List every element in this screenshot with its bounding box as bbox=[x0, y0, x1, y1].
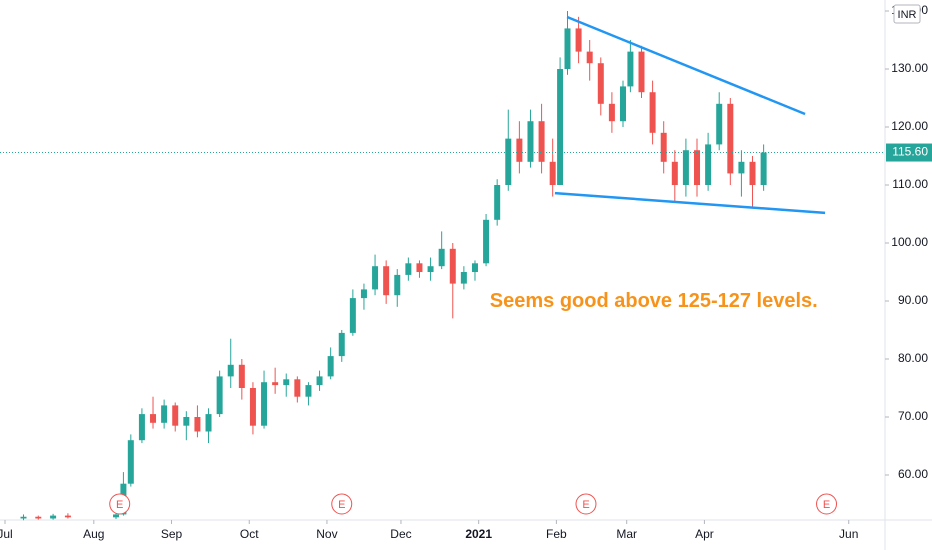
event-label: E bbox=[116, 499, 123, 511]
candle-body bbox=[705, 144, 712, 186]
candle-body bbox=[205, 414, 212, 432]
x-tick-label: Aug bbox=[83, 527, 104, 541]
candle-body bbox=[760, 152, 767, 186]
candle-body bbox=[619, 86, 626, 122]
x-tick-label: Dec bbox=[390, 527, 411, 541]
y-tick-label: 110.00 bbox=[892, 177, 928, 191]
x-tick-label: Nov bbox=[316, 527, 337, 541]
candle-body bbox=[194, 416, 201, 432]
y-tick-label: 100.00 bbox=[891, 235, 928, 249]
candle-body bbox=[575, 28, 582, 52]
candle-body bbox=[449, 248, 456, 284]
candle-body bbox=[183, 416, 190, 426]
candle-body bbox=[549, 161, 556, 186]
candle-body bbox=[538, 121, 545, 162]
candle-body bbox=[316, 376, 323, 386]
x-tick-label: 2021 bbox=[465, 527, 492, 541]
candle-body bbox=[394, 274, 401, 296]
event-label: E bbox=[823, 499, 830, 511]
candle-body bbox=[249, 387, 256, 426]
annotation: Seems good above 125-127 levels. bbox=[490, 290, 818, 312]
x-tick-label: Oct bbox=[240, 527, 259, 541]
candle-body bbox=[305, 385, 312, 397]
trendline bbox=[566, 15, 806, 116]
y-tick-label: 60.00 bbox=[898, 467, 928, 481]
candle-body bbox=[660, 132, 667, 162]
last-price-label: 115.60 bbox=[892, 145, 928, 159]
y-tick-label: 130.00 bbox=[891, 61, 928, 75]
candle-body bbox=[597, 63, 604, 104]
currency-label: INR bbox=[898, 9, 917, 21]
candle-body bbox=[494, 185, 501, 220]
candle-body bbox=[682, 150, 689, 186]
event-marker bbox=[331, 493, 353, 515]
x-tick-label: Feb bbox=[546, 527, 567, 541]
candle-body bbox=[127, 440, 134, 484]
candle-body bbox=[338, 332, 345, 357]
event-marker bbox=[575, 493, 597, 515]
candle-body bbox=[564, 28, 571, 70]
event-marker bbox=[109, 493, 131, 515]
candle-body bbox=[20, 516, 27, 519]
currency-box bbox=[893, 4, 921, 24]
candle-body bbox=[383, 266, 390, 296]
candle-body bbox=[527, 121, 534, 162]
candle-body bbox=[716, 103, 723, 145]
candle-body bbox=[294, 379, 301, 397]
candle-body bbox=[738, 161, 745, 174]
candle-body bbox=[416, 263, 423, 273]
candle-body bbox=[516, 138, 523, 162]
y-tick-label: 80.00 bbox=[898, 351, 928, 365]
candle-body bbox=[360, 289, 367, 299]
candle-body bbox=[627, 51, 634, 87]
candle-body bbox=[438, 248, 445, 267]
candle-body bbox=[405, 263, 412, 275]
x-tick-label: Sep bbox=[161, 527, 183, 541]
candle-body bbox=[638, 51, 645, 93]
candle-body bbox=[283, 379, 290, 386]
candle-body bbox=[64, 515, 71, 518]
candle-body bbox=[113, 514, 120, 518]
candle-body bbox=[216, 376, 223, 415]
candle-body bbox=[586, 51, 593, 64]
candle-body bbox=[349, 298, 356, 333]
candle-body bbox=[557, 69, 564, 186]
candle-body bbox=[694, 150, 701, 186]
y-tick-label: 120.00 bbox=[891, 119, 928, 133]
x-tick-label: Apr bbox=[695, 527, 714, 541]
candle-body bbox=[727, 103, 734, 174]
trendline bbox=[554, 191, 826, 215]
candle-body bbox=[327, 356, 334, 377]
candle-body bbox=[50, 515, 57, 519]
event-marker bbox=[816, 493, 838, 515]
candle-body bbox=[227, 364, 234, 377]
candle-body bbox=[649, 92, 656, 133]
candle-body bbox=[749, 161, 756, 186]
x-tick-label: Jun bbox=[839, 527, 858, 541]
last-price-box bbox=[886, 143, 932, 162]
candle-body bbox=[427, 266, 434, 273]
candle-body bbox=[671, 161, 678, 186]
event-label: E bbox=[338, 499, 345, 511]
candle-body bbox=[238, 364, 245, 388]
candle-body bbox=[272, 382, 279, 386]
candle-body bbox=[460, 272, 467, 284]
candle-body bbox=[483, 219, 490, 264]
candle-body bbox=[172, 405, 179, 426]
event-label: E bbox=[582, 499, 589, 511]
candle-body bbox=[161, 405, 168, 423]
x-tick-label: Jul bbox=[0, 527, 13, 541]
candle-body bbox=[471, 263, 478, 273]
candle-body bbox=[608, 103, 615, 122]
x-tick-label: Mar bbox=[616, 527, 637, 541]
y-tick-label: 90.00 bbox=[898, 293, 928, 307]
candle-body bbox=[35, 516, 42, 519]
candle-body bbox=[372, 266, 379, 290]
y-tick-label: 70.00 bbox=[898, 409, 928, 423]
candle-body bbox=[138, 414, 145, 441]
candle-body bbox=[261, 382, 268, 426]
candle-body bbox=[150, 414, 157, 423]
candle-body bbox=[505, 138, 512, 186]
